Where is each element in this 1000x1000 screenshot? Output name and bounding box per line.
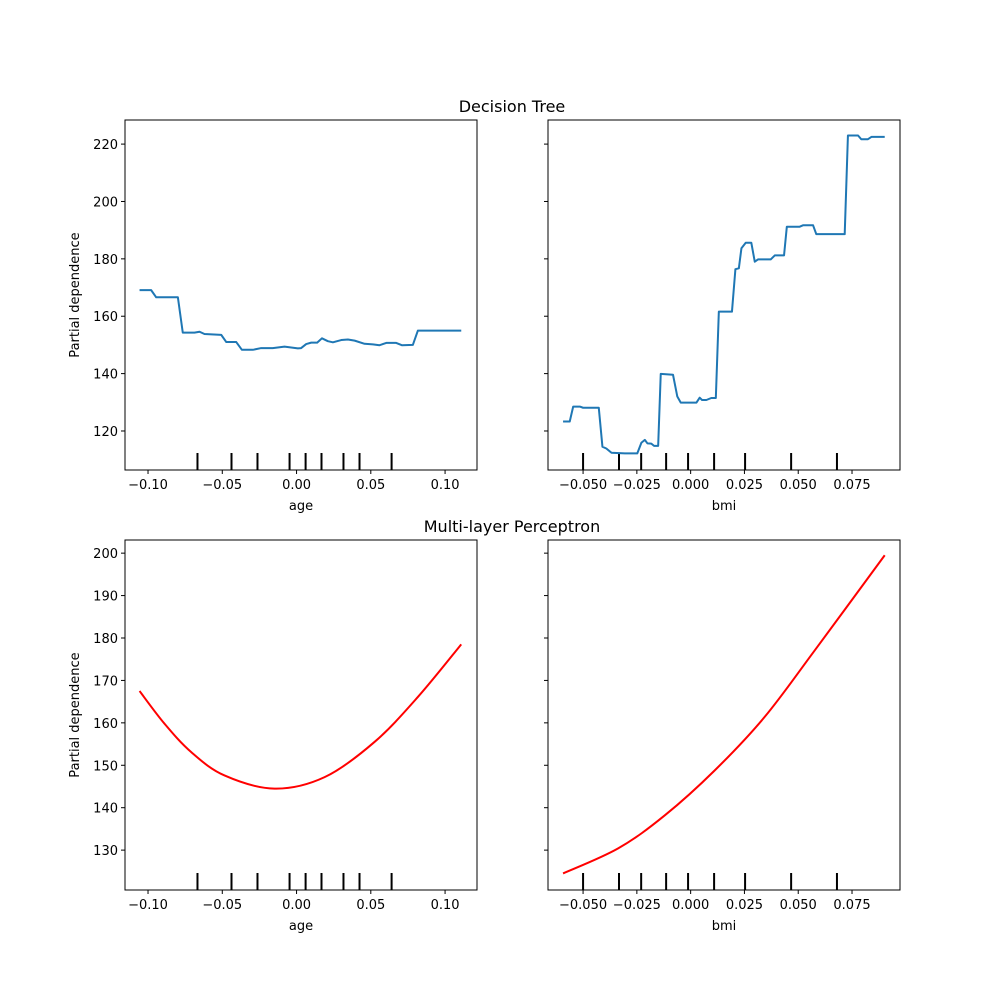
y-tick-label: 180 xyxy=(93,632,118,647)
y-tick-label: 130 xyxy=(93,844,118,859)
x-tick-label: −0.025 xyxy=(613,898,661,913)
x-tick-label: 0.00 xyxy=(282,478,311,493)
y-axis-label: Partial dependence xyxy=(68,232,83,357)
y-tick-label: 200 xyxy=(93,195,118,210)
partial-dependence-line xyxy=(138,643,463,790)
partial-dependence-line xyxy=(562,554,886,875)
y-tick-label: 150 xyxy=(93,759,118,774)
partial-dependence-line xyxy=(563,134,885,455)
x-tick-label: 0.025 xyxy=(726,478,763,493)
x-tick-label: 0.025 xyxy=(726,898,763,913)
panel-0: −0.10 −0.05 0.00 0.05 0.10 120 140 160 180 200 220… xyxy=(68,119,478,514)
x-tick-label: 0.050 xyxy=(780,898,817,913)
y-tick-label: 220 xyxy=(93,138,118,153)
axes-frame xyxy=(124,539,478,891)
x-tick-label: 0.000 xyxy=(672,898,709,913)
panel-2: −0.10 −0.05 0.00 0.05 0.10 130 140 150 160 170 180… xyxy=(68,539,478,934)
panel-3: −0.050 −0.025 0.000 0.025 0.050 0.075 bmi xyxy=(544,539,901,934)
x-tick-label: −0.10 xyxy=(128,898,168,913)
y-tick-label: 140 xyxy=(93,368,118,383)
x-axis-label: bmi xyxy=(712,499,737,514)
panel-1: −0.050 −0.025 0.000 0.025 0.050 0.075 bmi xyxy=(544,119,901,514)
y-tick-label: 170 xyxy=(93,674,118,689)
x-tick-label: 0.075 xyxy=(833,478,870,493)
x-tick-label: −0.050 xyxy=(559,898,607,913)
x-tick-label: −0.05 xyxy=(202,478,242,493)
x-axis-label: bmi xyxy=(712,919,737,934)
y-tick-label: 140 xyxy=(93,802,118,817)
y-axis-label: Partial dependence xyxy=(68,652,83,777)
x-tick-label: −0.05 xyxy=(202,898,242,913)
axes-frame xyxy=(547,119,901,471)
x-tick-label: 0.000 xyxy=(672,478,709,493)
y-tick-label: 160 xyxy=(93,310,118,325)
row-title-decision-tree: Decision Tree xyxy=(459,97,566,116)
y-tick-label: 200 xyxy=(93,547,118,562)
x-tick-label: 0.00 xyxy=(282,898,311,913)
axes-frame xyxy=(124,119,478,471)
x-tick-label: −0.025 xyxy=(613,478,661,493)
y-tick-label: 160 xyxy=(93,717,118,732)
x-tick-label: 0.10 xyxy=(431,898,460,913)
axes-frame xyxy=(547,539,901,891)
x-axis-label: age xyxy=(289,499,313,514)
x-tick-label: 0.05 xyxy=(356,478,385,493)
y-tick-label: 120 xyxy=(93,425,118,440)
x-tick-label: 0.10 xyxy=(431,478,460,493)
x-tick-label: −0.050 xyxy=(559,478,607,493)
x-tick-label: 0.050 xyxy=(780,478,817,493)
x-tick-label: 0.075 xyxy=(833,898,870,913)
x-axis-label: age xyxy=(289,919,313,934)
row-title-mlp: Multi-layer Perceptron xyxy=(424,517,600,536)
y-tick-label: 190 xyxy=(93,590,118,605)
x-tick-label: −0.10 xyxy=(128,478,168,493)
y-tick-label: 180 xyxy=(93,253,118,268)
partial-dependence-line xyxy=(139,289,462,351)
x-tick-label: 0.05 xyxy=(356,898,385,913)
